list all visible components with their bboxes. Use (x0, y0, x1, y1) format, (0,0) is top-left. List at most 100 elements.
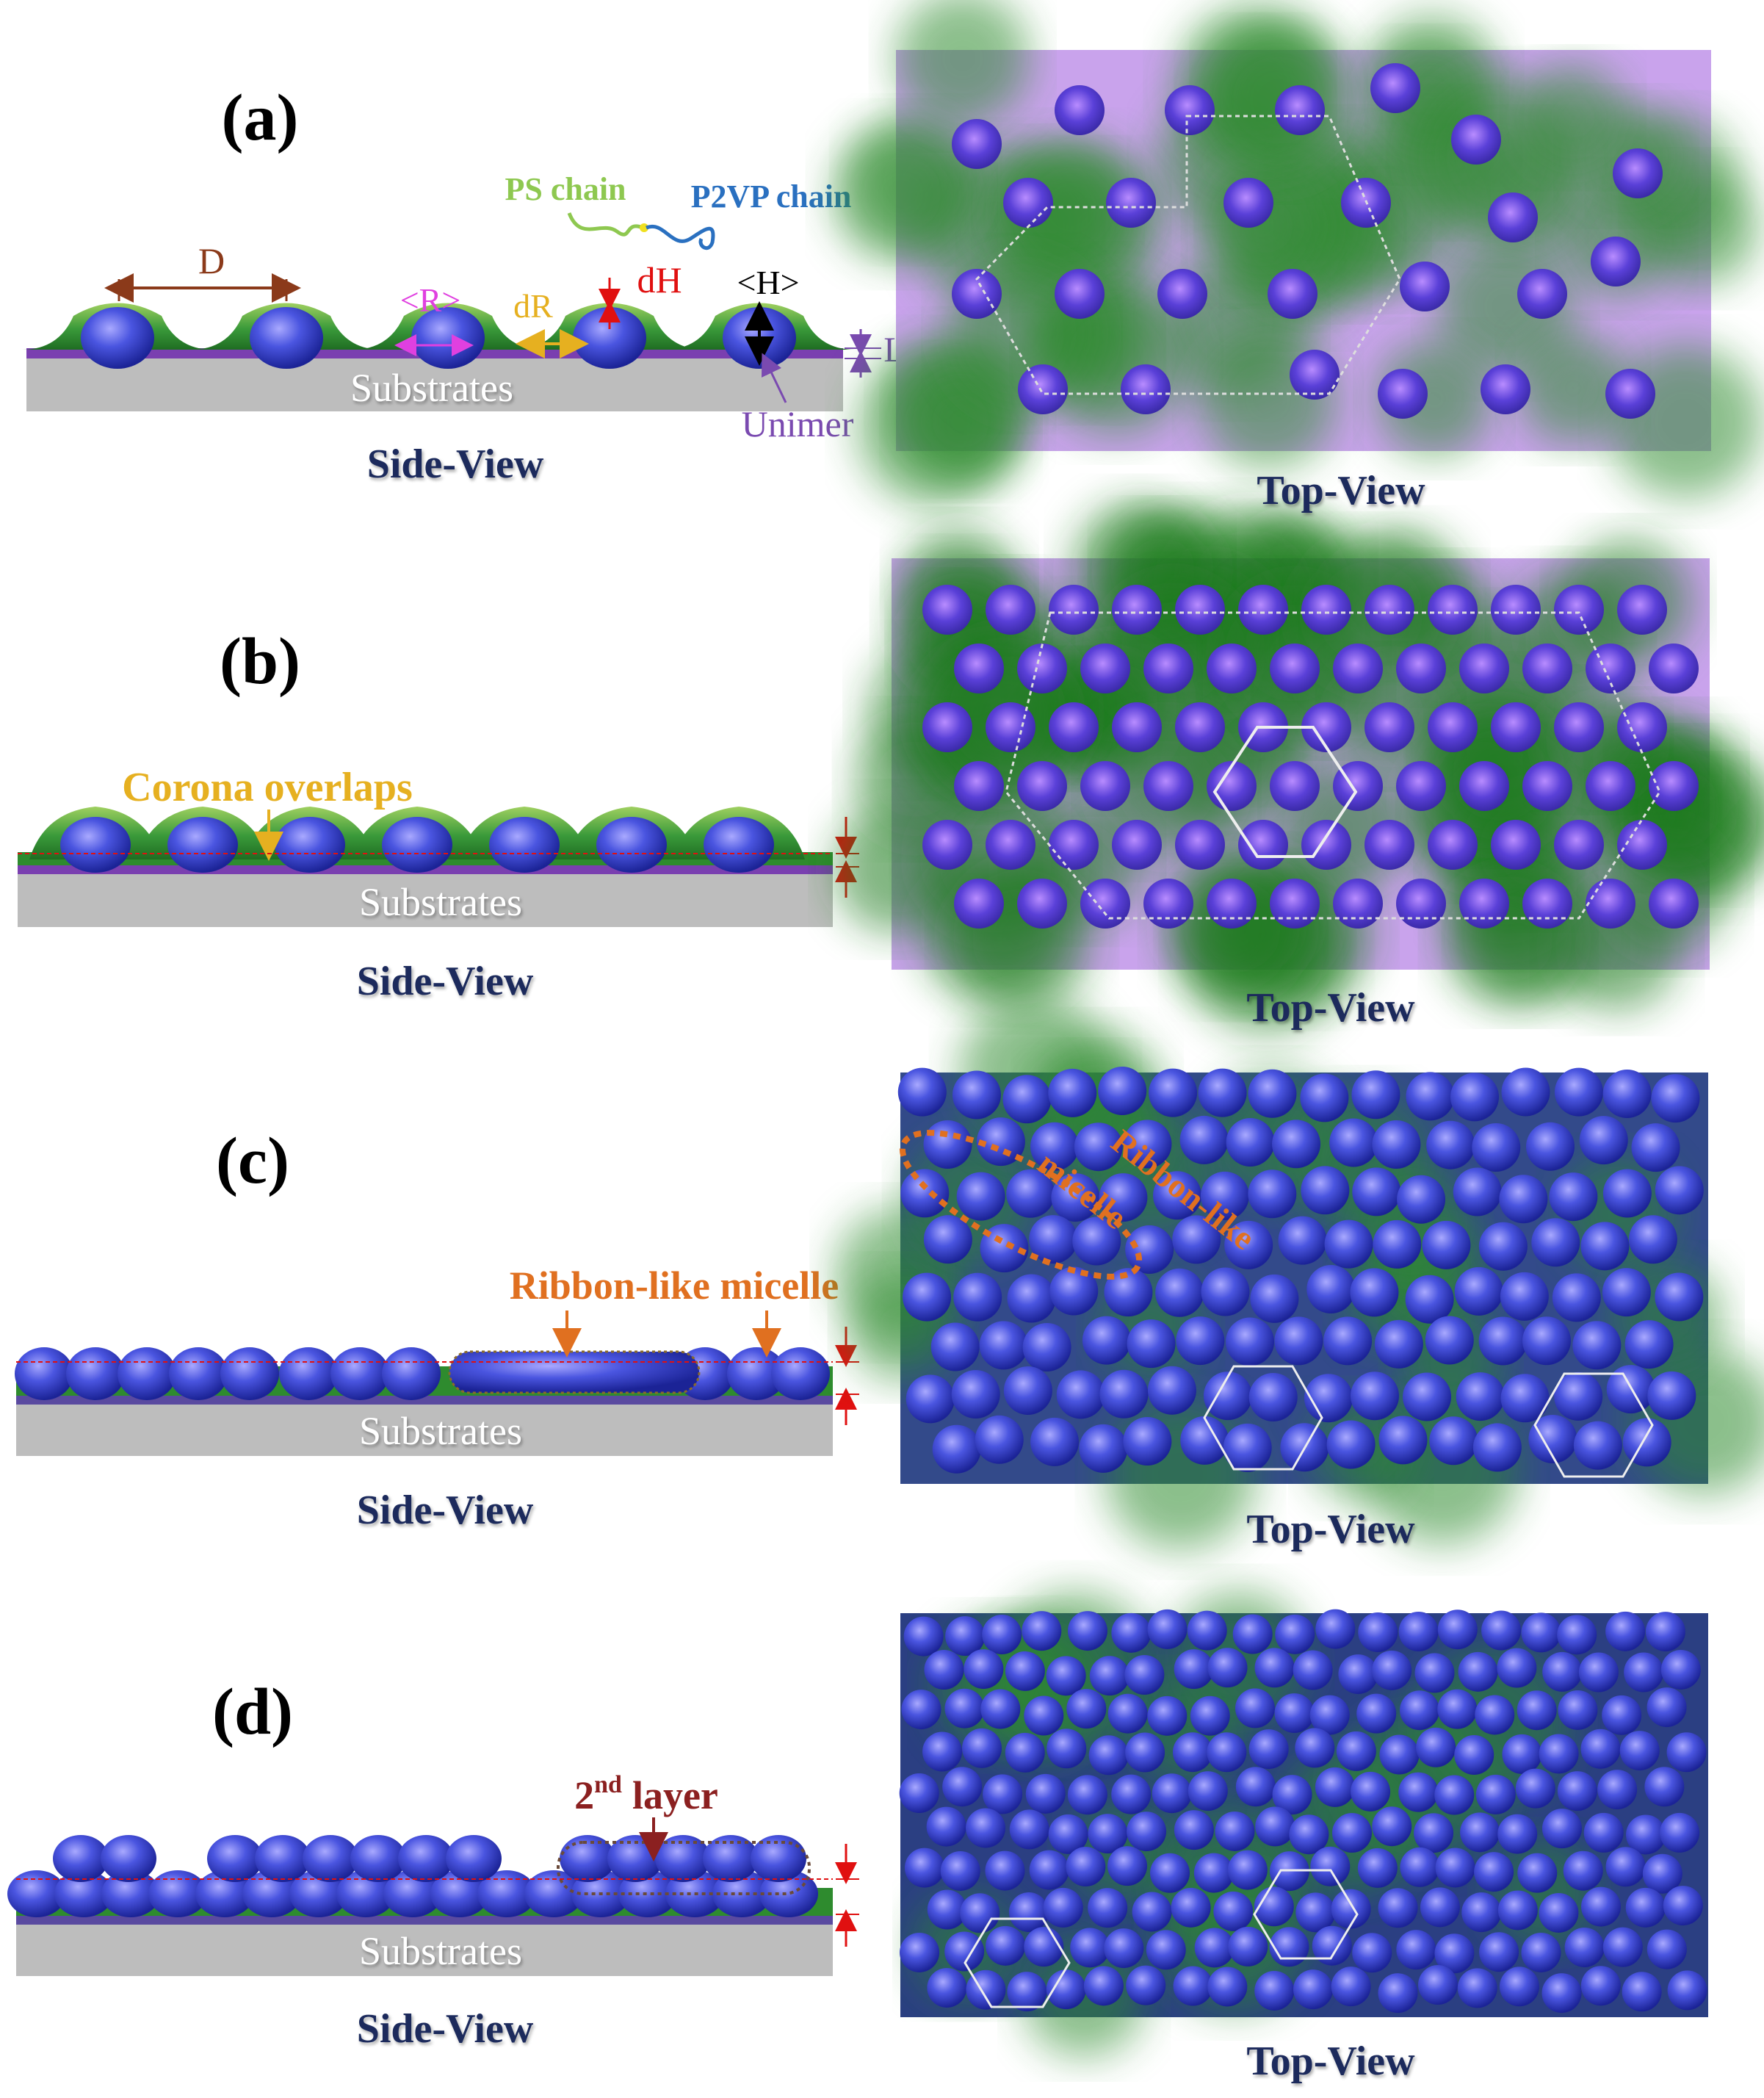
top-micelle-core (1426, 1120, 1475, 1169)
top-micelle-core (1030, 1122, 1079, 1171)
side-micelle-core-layer1 (336, 1870, 395, 1917)
top-micelle-core (1531, 1218, 1580, 1267)
side-view-caption-b: Side-View (357, 959, 534, 1004)
top-micelle-core (1082, 1316, 1131, 1365)
top-micelle-core (1250, 1274, 1299, 1323)
side-view-caption-d: Side-View (357, 2006, 534, 2052)
substrate-label-b: Substrates (359, 880, 522, 924)
top-micelle-core (1301, 1166, 1350, 1215)
top-micelle-core (1660, 1649, 1701, 1690)
top-micelle-core (1515, 1768, 1555, 1809)
top-micelle-core (1111, 1774, 1152, 1814)
top-micelle-core (1554, 702, 1604, 752)
top-view-caption-a: Top-View (1257, 468, 1425, 513)
top-micelle-core (1201, 1267, 1250, 1316)
top-micelle-core (927, 1889, 967, 1930)
top-micelle-core (1324, 1219, 1373, 1269)
top-micelle-core (1024, 1927, 1064, 1967)
top-micelle-core (1048, 1814, 1088, 1854)
top-micelle-core (985, 1850, 1025, 1891)
top-micelle-core (1146, 1930, 1186, 1970)
top-micelle-core (1517, 1690, 1557, 1731)
top-micelle-core (1351, 1070, 1400, 1120)
top-micelle-core (1175, 585, 1225, 635)
top-micelle-core (1479, 1932, 1519, 1972)
top-micelle-core (1602, 1268, 1651, 1317)
top-micelle-core (1454, 1735, 1494, 1776)
side-micelle-core-layer1 (101, 1870, 160, 1917)
top-micelle-core (1541, 1809, 1582, 1849)
top-micelle-core (1497, 1890, 1538, 1931)
top-micelle-core (1207, 644, 1257, 693)
top-micelle-core (1649, 644, 1699, 693)
top-micelle-core (1223, 178, 1273, 228)
top-micelle-core (951, 1370, 1000, 1419)
top-micelle-core (1125, 1225, 1174, 1274)
side-micelle-core (81, 307, 154, 369)
top-micelle-core (1132, 1892, 1172, 1932)
top-micelle-core (1435, 1848, 1475, 1888)
top-micelle-core (1333, 879, 1383, 929)
top-micelle-core (1007, 1274, 1056, 1323)
hex-guide-c-2 (1533, 1372, 1654, 1478)
top-micelle-core (1602, 1070, 1652, 1119)
top-micelle-core (1454, 1266, 1503, 1316)
top-micelle-core (1072, 1216, 1121, 1266)
top-micelle-core (1248, 1169, 1297, 1219)
hex-guide-b-center (1212, 726, 1358, 858)
p2vp-chain-line (646, 224, 715, 250)
side-micelle-core (220, 1347, 279, 1400)
top-micelle-core (1112, 820, 1162, 870)
top-micelle-core (1501, 1067, 1550, 1117)
top-micelle-core (922, 1731, 963, 1772)
top-micelle-core (1374, 1319, 1423, 1369)
top-micelle-core (1472, 1123, 1521, 1172)
top-micelle-core (1338, 1654, 1378, 1695)
top-micelle-core (1554, 1067, 1603, 1117)
top-micelle-core (952, 269, 1002, 319)
top-micelle-core (1047, 1728, 1087, 1769)
top-micelle-core (1428, 585, 1478, 635)
top-micelle-core (1198, 1068, 1247, 1117)
top-micelle-core (1056, 1370, 1105, 1419)
top-micelle-core (986, 820, 1035, 870)
top-micelle-core (1396, 644, 1446, 693)
h-label: <H> (737, 264, 799, 301)
top-micelle-core (966, 1808, 1006, 1848)
top-micelle-core (1005, 1732, 1045, 1773)
top-micelle-core (1651, 1074, 1700, 1123)
top-micelle-core (1372, 1806, 1412, 1847)
top-micelle-core (1617, 702, 1667, 752)
top-micelle-core (952, 119, 1002, 169)
top-micelle-core (900, 1169, 950, 1218)
top-micelle-core (1017, 644, 1067, 693)
top-micelle-core (903, 1272, 952, 1322)
top-micelle-core (1235, 1767, 1276, 1807)
top-micelle-core (1049, 702, 1099, 752)
side-micelle-core-layer2 (751, 1835, 806, 1882)
side-micelle-core-layer2 (703, 1835, 759, 1882)
top-micelle-core (1453, 1167, 1502, 1216)
top-micelle-core (1272, 1775, 1312, 1815)
top-micelle-core (942, 1767, 983, 1807)
top-micelle-core (956, 1172, 1005, 1221)
top-micelle-core (1396, 761, 1446, 811)
top-micelle-core (1351, 1771, 1391, 1812)
top-micelle-core (1397, 1175, 1446, 1224)
side-view-caption-c: Side-View (357, 1488, 534, 1533)
top-micelle-core (1018, 364, 1068, 414)
top-micelle-core (906, 1374, 955, 1424)
top-micelle-core (927, 1967, 967, 2008)
substrate-d (16, 1923, 833, 1976)
top-micelle-core (1542, 1651, 1583, 1692)
top-micelle-core (1274, 1693, 1315, 1734)
top-micelle-core (1456, 1372, 1505, 1421)
top-micelle-core (1541, 1973, 1582, 2014)
side-micelle-core (250, 307, 323, 369)
top-micelle-core (1564, 1927, 1605, 1967)
side-micelle-core-layer2 (446, 1835, 502, 1882)
side-micelle-core (382, 1347, 441, 1400)
side-view-d: Substrates (7, 1835, 833, 1976)
top-micelle-core (1645, 1612, 1685, 1652)
